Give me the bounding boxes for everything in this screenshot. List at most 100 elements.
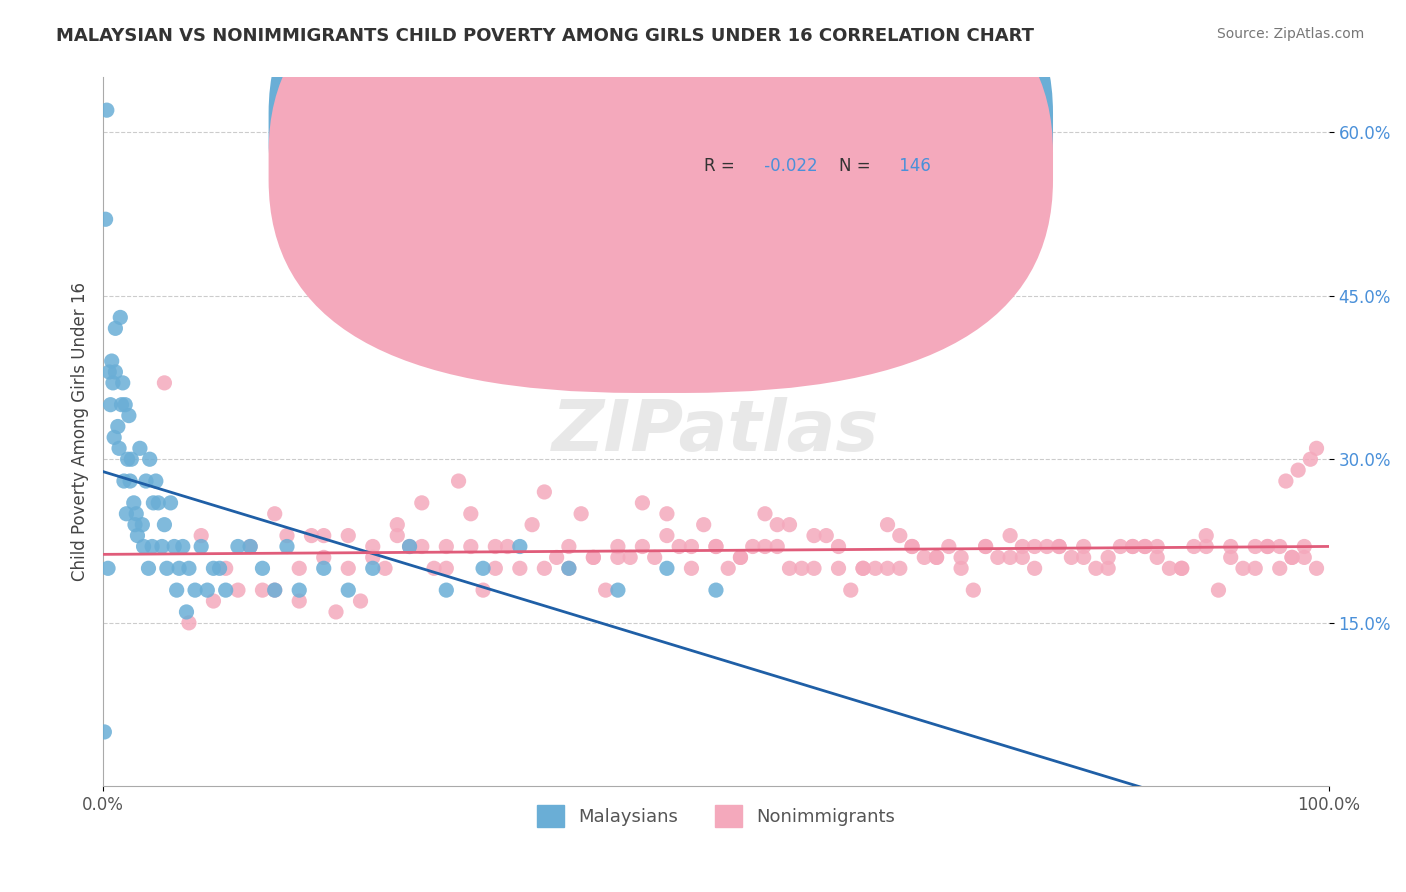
Point <box>276 528 298 542</box>
Point <box>1159 561 1181 575</box>
Point <box>1281 550 1303 565</box>
Point <box>876 561 898 575</box>
Point <box>839 583 862 598</box>
Point <box>912 550 935 565</box>
Point <box>582 550 605 565</box>
Text: ZIPatlas: ZIPatlas <box>553 398 880 467</box>
Point <box>215 583 238 598</box>
Point <box>312 561 335 575</box>
Point <box>94 212 117 227</box>
Point <box>120 452 142 467</box>
Point <box>1219 540 1241 554</box>
Text: 70: 70 <box>894 114 920 133</box>
Point <box>108 442 131 456</box>
Point <box>901 540 924 554</box>
Point <box>1011 550 1033 565</box>
Point <box>195 583 218 598</box>
Point <box>1294 540 1316 554</box>
Point <box>132 540 155 554</box>
Point <box>803 561 825 575</box>
Point <box>606 540 628 554</box>
Point <box>1097 561 1119 575</box>
Point <box>301 528 323 542</box>
Point <box>288 561 311 575</box>
FancyBboxPatch shape <box>269 0 1053 393</box>
Point <box>741 540 763 554</box>
Point <box>950 561 973 575</box>
Point <box>1268 540 1291 554</box>
Point <box>166 583 188 598</box>
Point <box>387 517 409 532</box>
Point <box>595 583 617 598</box>
Point <box>288 583 311 598</box>
Point <box>484 561 506 575</box>
Point <box>177 561 200 575</box>
Point <box>692 517 714 532</box>
Point <box>177 615 200 630</box>
Point <box>901 540 924 554</box>
Point <box>124 517 146 532</box>
Text: MALAYSIAN VS NONIMMIGRANTS CHILD POVERTY AMONG GIRLS UNDER 16 CORRELATION CHART: MALAYSIAN VS NONIMMIGRANTS CHILD POVERTY… <box>56 27 1035 45</box>
Point <box>1024 540 1046 554</box>
Point <box>1073 540 1095 554</box>
Point <box>852 561 875 575</box>
Point <box>1097 550 1119 565</box>
Point <box>114 398 136 412</box>
Point <box>668 540 690 554</box>
Point <box>533 485 555 500</box>
Point <box>717 561 740 575</box>
Point <box>190 540 212 554</box>
Point <box>1256 540 1278 554</box>
FancyBboxPatch shape <box>269 0 1053 354</box>
Point <box>312 550 335 565</box>
Point <box>754 507 776 521</box>
Point <box>827 540 849 554</box>
Point <box>312 528 335 542</box>
Point <box>96 103 118 118</box>
Point <box>361 561 384 575</box>
Point <box>122 496 145 510</box>
Point <box>103 430 125 444</box>
Point <box>925 550 948 565</box>
Point <box>704 540 727 554</box>
Point <box>153 517 176 532</box>
Point <box>150 540 173 554</box>
Point <box>131 517 153 532</box>
Point <box>110 398 132 412</box>
Point <box>252 561 274 575</box>
Point <box>208 561 231 575</box>
Point <box>644 550 666 565</box>
Point <box>135 474 157 488</box>
Point <box>1170 561 1192 575</box>
Text: N =: N = <box>838 114 870 133</box>
Point <box>337 528 360 542</box>
Point <box>1232 561 1254 575</box>
Point <box>852 561 875 575</box>
Point <box>159 496 181 510</box>
Point <box>754 540 776 554</box>
Point <box>226 583 249 598</box>
Point <box>142 496 165 510</box>
Point <box>361 550 384 565</box>
Point <box>110 310 132 325</box>
Point <box>730 550 752 565</box>
Text: 146: 146 <box>894 157 931 175</box>
Point <box>1305 561 1327 575</box>
Point <box>101 376 124 390</box>
Point <box>730 550 752 565</box>
Point <box>145 474 167 488</box>
Point <box>1170 561 1192 575</box>
Point <box>93 725 115 739</box>
Point <box>558 561 581 575</box>
Point <box>349 594 371 608</box>
Point <box>398 540 420 554</box>
Point <box>184 583 207 598</box>
Point <box>803 528 825 542</box>
Point <box>509 540 531 554</box>
Point <box>1286 463 1309 477</box>
Point <box>434 561 457 575</box>
Point <box>361 540 384 554</box>
Point <box>655 507 678 521</box>
Point <box>1146 550 1168 565</box>
Point <box>1195 528 1218 542</box>
